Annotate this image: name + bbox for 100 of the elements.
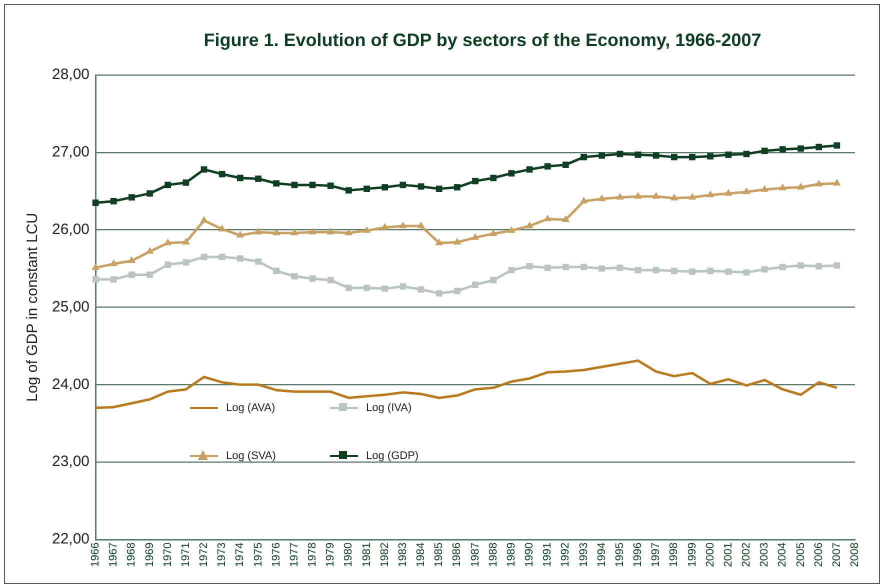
x-tick-label: 2004 <box>776 542 789 568</box>
x-tick-label: 1980 <box>342 542 355 568</box>
point <box>290 228 298 236</box>
point <box>725 152 732 158</box>
x-tick-label: 2000 <box>704 542 716 568</box>
point <box>778 184 787 190</box>
point <box>399 221 407 228</box>
point <box>110 276 117 283</box>
x-tick-label: 1992 <box>560 542 572 568</box>
x-tick-label: 1994 <box>596 542 608 568</box>
point <box>580 154 587 160</box>
point <box>272 228 280 236</box>
point <box>182 238 190 244</box>
point <box>562 215 570 222</box>
point <box>580 196 588 204</box>
point <box>327 276 334 284</box>
point <box>616 150 624 158</box>
x-tick-label: 1966 <box>90 542 102 568</box>
point <box>110 198 117 204</box>
point <box>254 228 262 234</box>
point <box>417 221 425 228</box>
point <box>218 224 226 232</box>
point <box>454 184 460 190</box>
point <box>255 258 262 265</box>
point <box>598 265 606 272</box>
point <box>92 200 99 206</box>
point <box>689 154 696 160</box>
x-tick-label: 1998 <box>668 542 680 568</box>
legend-label: Log (GDP) <box>366 450 419 462</box>
x-tick-label: 1967 <box>108 542 120 568</box>
x-tick-label: 1974 <box>234 542 246 568</box>
point <box>200 216 208 223</box>
point <box>273 268 280 274</box>
x-tick-label: 1978 <box>306 542 319 568</box>
x-tick-label: 1973 <box>216 542 228 568</box>
point <box>816 144 822 150</box>
point <box>761 266 768 273</box>
x-tick-label: 1984 <box>415 542 428 568</box>
point <box>743 269 750 276</box>
point <box>544 163 551 170</box>
point <box>182 179 190 186</box>
point <box>508 170 515 177</box>
point <box>834 262 840 269</box>
x-tick-label: 1990 <box>524 542 536 568</box>
point <box>146 272 153 278</box>
point <box>834 142 840 149</box>
x-tick-label: 2003 <box>758 542 771 568</box>
point <box>382 184 388 190</box>
point <box>380 223 389 230</box>
point <box>761 148 768 154</box>
point <box>562 264 569 270</box>
y-tick-label: 27,00 <box>52 144 90 161</box>
x-tick-label: 2008 <box>849 542 862 568</box>
point <box>508 226 516 233</box>
x-tick-label: 1995 <box>614 542 626 568</box>
point <box>652 152 660 159</box>
x-tick-label: 1970 <box>162 542 174 568</box>
point <box>670 268 678 274</box>
point <box>472 282 478 288</box>
x-tick-label: 1972 <box>198 542 210 568</box>
x-tick-label: 2007 <box>830 542 843 568</box>
point <box>237 255 244 262</box>
point <box>436 290 442 297</box>
point <box>471 233 480 240</box>
x-tick-label: 1985 <box>433 542 446 568</box>
point <box>634 152 642 158</box>
x-tick-label: 1983 <box>396 542 409 568</box>
point <box>652 266 660 274</box>
point <box>128 256 136 264</box>
point <box>164 182 172 188</box>
point <box>634 192 642 199</box>
point <box>364 186 370 192</box>
point <box>472 178 478 184</box>
point <box>218 170 226 178</box>
point <box>327 182 334 189</box>
point <box>616 192 624 200</box>
point <box>833 178 841 186</box>
point <box>724 188 732 196</box>
point <box>309 275 316 282</box>
x-tick-label: 1975 <box>252 542 264 568</box>
x-tick-label: 1982 <box>378 542 391 568</box>
y-tick-label: 25,00 <box>52 298 90 316</box>
point <box>128 194 135 201</box>
point <box>164 262 172 268</box>
point <box>707 153 714 160</box>
point <box>670 154 678 160</box>
point <box>779 264 786 270</box>
x-tick-label: 1993 <box>578 542 590 568</box>
point <box>273 180 280 187</box>
x-tick-label: 1986 <box>451 542 464 568</box>
x-tick-label: 1968 <box>126 542 138 568</box>
point <box>725 268 732 275</box>
x-tick-label: 1981 <box>360 542 373 568</box>
x-tick-label: 1996 <box>632 542 644 568</box>
x-tick-label: 1987 <box>469 542 482 568</box>
point <box>382 286 388 292</box>
point <box>308 228 316 234</box>
y-tick-label: 26,00 <box>52 220 90 238</box>
point <box>326 228 335 234</box>
point <box>634 266 642 274</box>
